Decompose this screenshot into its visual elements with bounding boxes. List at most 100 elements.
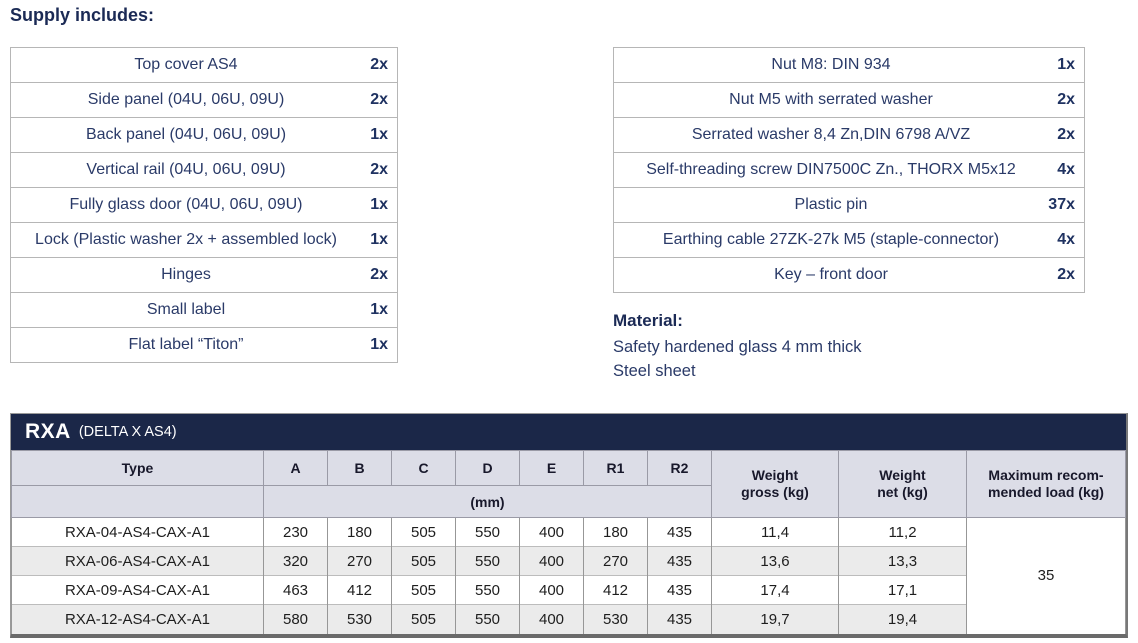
dim-r2: 435 bbox=[647, 517, 712, 547]
rxa-title: RXA bbox=[25, 420, 71, 443]
dim-e: 400 bbox=[519, 517, 584, 547]
supply-item-label: Vertical rail (04U, 06U, 09U) bbox=[86, 161, 286, 178]
table-row: RXA-04-AS4-CAX-A1 230 180 505 550 400 18… bbox=[11, 517, 1126, 634]
col-header-b: B bbox=[327, 450, 392, 486]
dim-r2: 435 bbox=[647, 604, 712, 634]
col-header-weight-net: Weight net (kg) bbox=[838, 450, 967, 518]
dim-c: 505 bbox=[391, 604, 456, 634]
col-header-d: D bbox=[455, 450, 520, 486]
supply-item-qty: 4x bbox=[1057, 161, 1075, 178]
supply-item-qty: 2x bbox=[1057, 266, 1075, 283]
weight-net-value: 11,2 bbox=[838, 517, 967, 547]
supply-item-label: Key – front door bbox=[774, 266, 888, 283]
max-load-value: 35 bbox=[966, 517, 1126, 634]
dim-a: 230 bbox=[263, 517, 328, 547]
dim-a: 580 bbox=[263, 604, 328, 634]
supply-row: Flat label “Titon” 1x bbox=[11, 328, 397, 363]
col-header-e: E bbox=[519, 450, 584, 486]
rxa-spec-table: RXA (DELTA X AS4) Type A B C D E R1 R2 W… bbox=[10, 413, 1128, 638]
supply-item-label: Small label bbox=[146, 301, 226, 318]
dim-e: 400 bbox=[519, 575, 584, 605]
table-row: RXA-09-AS4-CAX-A1 463 412 505 550 400 41… bbox=[11, 575, 1126, 605]
weight-net-line1: Weight bbox=[879, 467, 926, 483]
supply-item-label: Fully glass door (04U, 06U, 09U) bbox=[69, 196, 303, 213]
max-load-line2: mended load (kg) bbox=[988, 484, 1104, 500]
supply-includes-heading: Supply includes: bbox=[10, 5, 155, 25]
col-header-max-load: Maximum recom- mended load (kg) bbox=[966, 450, 1126, 518]
dim-r1: 270 bbox=[583, 546, 648, 576]
weight-gross-value: 11,4 bbox=[711, 517, 839, 547]
col-header-type: Type bbox=[11, 450, 264, 486]
dim-e: 400 bbox=[519, 546, 584, 576]
supply-item-qty: 2x bbox=[1057, 91, 1075, 108]
rxa-data-table: Type A B C D E R1 R2 Weight gross (kg) W… bbox=[11, 450, 1126, 634]
col-header-a: A bbox=[263, 450, 328, 486]
supply-item-qty: 1x bbox=[1057, 56, 1075, 73]
rxa-subtitle: (DELTA X AS4) bbox=[78, 424, 177, 440]
dim-b: 530 bbox=[327, 604, 392, 634]
weight-gross-value: 13,6 bbox=[711, 546, 839, 576]
max-load-line1: Maximum recom- bbox=[988, 467, 1104, 483]
supply-row: Side panel (04U, 06U, 09U) 2x bbox=[11, 83, 397, 118]
supply-row: Nut M5 with serrated washer 2x bbox=[614, 83, 1084, 118]
rxa-title-bar: RXA (DELTA X AS4) bbox=[11, 414, 1126, 450]
material-line: Steel sheet bbox=[613, 362, 696, 380]
supply-item-label: Serrated washer 8,4 Zn,DIN 6798 A/VZ bbox=[691, 126, 971, 143]
supply-item-label: Hinges bbox=[161, 266, 211, 283]
supply-item-label: Back panel (04U, 06U, 09U) bbox=[85, 126, 287, 143]
table-row: RXA-12-AS4-CAX-A1 580 530 505 550 400 53… bbox=[11, 604, 1126, 634]
col-header-r2: R2 bbox=[647, 450, 712, 486]
supply-row: Earthing cable 27ZK-27k M5 (staple-conne… bbox=[614, 223, 1084, 258]
supply-row: Vertical rail (04U, 06U, 09U) 2x bbox=[11, 153, 397, 188]
dim-e: 400 bbox=[519, 604, 584, 634]
weight-gross-value: 19,7 bbox=[711, 604, 839, 634]
supply-item-qty: 1x bbox=[370, 196, 388, 213]
supply-item-label: Self-threading screw DIN7500C Zn., THORX… bbox=[646, 161, 1016, 178]
supply-item-qty: 2x bbox=[370, 56, 388, 73]
rxa-type-cell: RXA-09-AS4-CAX-A1 bbox=[11, 575, 264, 605]
supply-item-qty: 1x bbox=[370, 231, 388, 248]
supply-item-qty: 2x bbox=[1057, 126, 1075, 143]
dim-c: 505 bbox=[391, 575, 456, 605]
supply-row: Fully glass door (04U, 06U, 09U) 1x bbox=[11, 188, 397, 223]
supply-row: Back panel (04U, 06U, 09U) 1x bbox=[11, 118, 397, 153]
dim-r2: 435 bbox=[647, 546, 712, 576]
dim-b: 412 bbox=[327, 575, 392, 605]
supply-row: Self-threading screw DIN7500C Zn., THORX… bbox=[614, 153, 1084, 188]
weight-net-value: 13,3 bbox=[838, 546, 967, 576]
supply-table-right: Nut M8: DIN 934 1x Nut M5 with serrated … bbox=[613, 47, 1085, 293]
supply-item-qty: 2x bbox=[370, 91, 388, 108]
weight-gross-line1: Weight bbox=[751, 467, 799, 483]
dim-c: 505 bbox=[391, 546, 456, 576]
supply-row: Plastic pin 37x bbox=[614, 188, 1084, 223]
weight-net-line2: net (kg) bbox=[877, 484, 928, 500]
dim-d: 550 bbox=[455, 604, 520, 634]
supply-row: Key – front door 2x bbox=[614, 258, 1084, 293]
dim-d: 550 bbox=[455, 575, 520, 605]
dim-d: 550 bbox=[455, 546, 520, 576]
dim-c: 505 bbox=[391, 517, 456, 547]
supply-item-label: Nut M8: DIN 934 bbox=[771, 56, 891, 73]
supply-item-label: Plastic pin bbox=[794, 196, 868, 213]
col-header-r1: R1 bbox=[583, 450, 648, 486]
rxa-type-cell: RXA-06-AS4-CAX-A1 bbox=[11, 546, 264, 576]
supply-item-label: Earthing cable 27ZK-27k M5 (staple-conne… bbox=[662, 231, 1000, 248]
dim-r1: 180 bbox=[583, 517, 648, 547]
dim-r1: 530 bbox=[583, 604, 648, 634]
rxa-header-row: Type A B C D E R1 R2 Weight gross (kg) W… bbox=[11, 450, 1126, 518]
supply-item-qty: 1x bbox=[370, 301, 388, 318]
mm-unit-label: (mm) bbox=[263, 485, 712, 518]
dim-a: 463 bbox=[263, 575, 328, 605]
weight-gross-line2: gross (kg) bbox=[741, 484, 809, 500]
rxa-type-cell: RXA-12-AS4-CAX-A1 bbox=[11, 604, 264, 634]
supply-item-qty: 37x bbox=[1048, 196, 1075, 213]
supply-row: Top cover AS4 2x bbox=[11, 48, 397, 83]
supply-row: Hinges 2x bbox=[11, 258, 397, 293]
supply-row: Nut M8: DIN 934 1x bbox=[614, 48, 1084, 83]
supply-item-qty: 1x bbox=[370, 126, 388, 143]
supply-item-qty: 2x bbox=[370, 266, 388, 283]
dim-r2: 435 bbox=[647, 575, 712, 605]
dim-r1: 412 bbox=[583, 575, 648, 605]
material-heading: Material: bbox=[613, 311, 683, 330]
material-section: Material: Safety hardened glass 4 mm thi… bbox=[613, 311, 862, 383]
